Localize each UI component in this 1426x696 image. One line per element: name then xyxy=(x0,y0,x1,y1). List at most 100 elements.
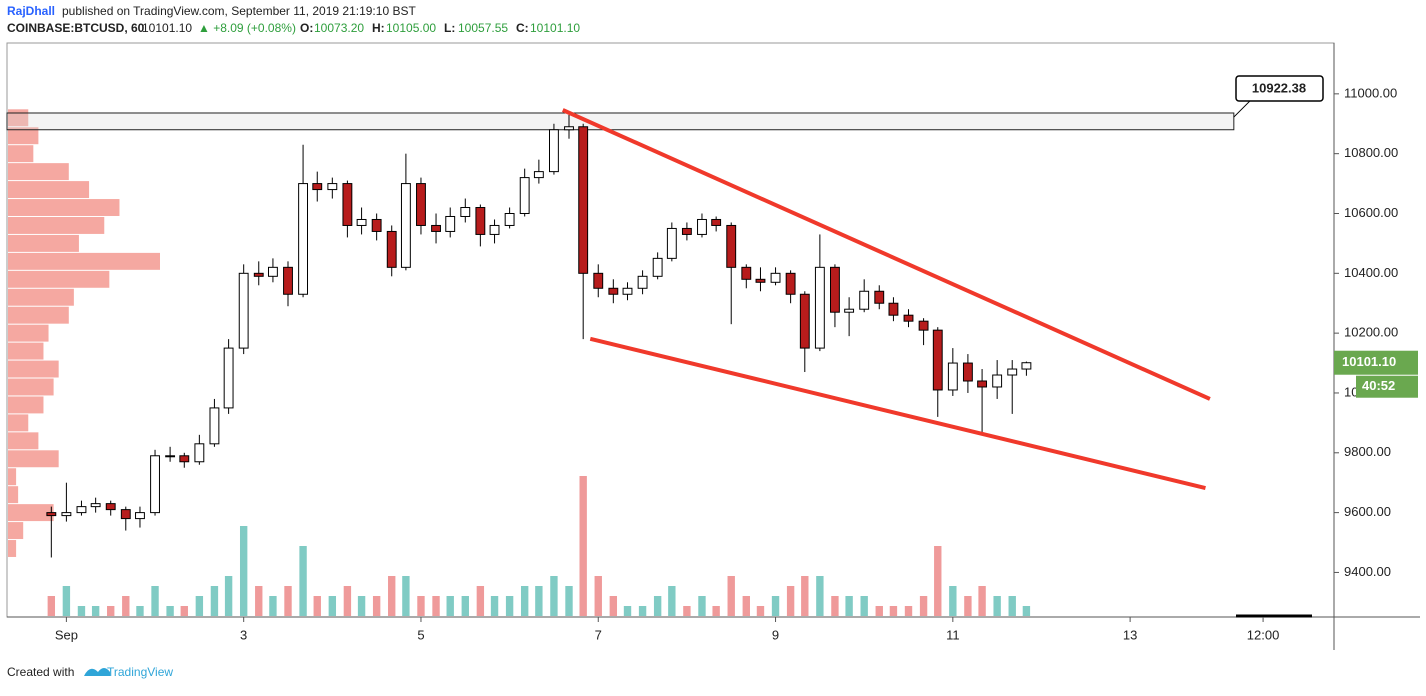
volume-bar xyxy=(372,596,381,616)
candle-body xyxy=(814,266,825,349)
candle-body xyxy=(238,272,249,349)
volume-bar xyxy=(949,586,957,616)
x-tick-label: 3 xyxy=(240,627,247,642)
volume-bar xyxy=(742,596,750,616)
volume-bar xyxy=(210,586,219,616)
candle-body xyxy=(533,171,544,179)
candle-body xyxy=(622,287,633,295)
volume-bar xyxy=(180,606,188,616)
volume-bar xyxy=(136,606,144,616)
volume-bar xyxy=(565,586,573,616)
candle-body xyxy=(726,224,737,268)
candle-body xyxy=(741,266,752,280)
published: published on TradingView.com, September … xyxy=(62,4,416,18)
ohlc-label: L: xyxy=(444,21,455,35)
author: RajDhall xyxy=(7,4,55,18)
volume-bar xyxy=(77,606,86,616)
candle-body xyxy=(209,407,220,445)
volume-bar xyxy=(432,596,440,616)
volume-bar xyxy=(579,476,587,616)
candle-body xyxy=(697,218,707,235)
volume-profile-bar xyxy=(8,450,59,468)
volume-bar xyxy=(683,606,691,616)
volume-profile-bar xyxy=(8,109,29,127)
callout-box xyxy=(1235,75,1324,102)
volume-bar xyxy=(328,596,337,616)
candle-body xyxy=(283,266,293,295)
volume-profile-bar xyxy=(8,396,44,414)
volume-bar xyxy=(520,586,529,616)
candle-body xyxy=(416,183,426,226)
y-tick-label: 10200.00 xyxy=(1344,325,1398,340)
candle-body xyxy=(799,293,810,349)
candle-body xyxy=(992,374,1003,388)
ohlc-label: H: xyxy=(372,21,385,35)
volume-bar xyxy=(47,596,56,616)
y-tick-label: 9400.00 xyxy=(1344,564,1391,579)
candle-body xyxy=(356,218,367,226)
candle-body xyxy=(947,362,958,391)
candle-body xyxy=(135,512,145,520)
candle-body xyxy=(666,227,677,259)
volume-profile-bar xyxy=(8,181,90,199)
ohlc-value: 10057.55 xyxy=(458,21,508,35)
volume-profile-bar xyxy=(8,306,69,324)
volume-profile-bar xyxy=(8,432,39,450)
symbol: COINBASE:BTCUSD, 60 xyxy=(7,21,145,35)
x-tick-label: 11 xyxy=(946,627,960,642)
volume-bar xyxy=(107,606,115,616)
candle-body xyxy=(165,455,176,458)
volume-bar xyxy=(653,596,662,616)
x-tick-label: 7 xyxy=(595,627,602,642)
candle-body xyxy=(46,512,57,517)
volume-bar xyxy=(446,596,454,616)
volume-bar xyxy=(1022,606,1031,616)
volume-profile-bar xyxy=(8,342,44,360)
volume-bar xyxy=(698,596,706,616)
candle-body xyxy=(830,266,840,313)
volume-bar xyxy=(756,606,765,616)
volume-bar xyxy=(816,576,824,616)
candle-body xyxy=(903,314,914,322)
x-tick-label: Sep xyxy=(55,627,78,642)
candle-body xyxy=(755,278,766,283)
volume-profile-bar xyxy=(8,199,120,216)
volume-bar xyxy=(388,576,396,616)
candle-body xyxy=(179,455,190,463)
candle-body xyxy=(223,347,234,409)
candle-body xyxy=(578,126,589,274)
volume-bar xyxy=(919,596,928,616)
volume-bar xyxy=(269,596,277,616)
ohlc-label: O: xyxy=(300,21,313,35)
y-tick-label: 10600.00 xyxy=(1344,205,1398,220)
volume-bar xyxy=(239,526,248,616)
volume-bar xyxy=(122,596,130,616)
candle-body xyxy=(977,380,988,388)
candle-body xyxy=(150,455,160,514)
volume-profile-bar xyxy=(8,378,54,396)
candle-body xyxy=(105,503,116,511)
volume-profile-bar xyxy=(8,468,17,486)
candle-body xyxy=(327,183,338,191)
volume-profile-bar xyxy=(8,163,69,181)
volume-profile-bar xyxy=(8,127,39,145)
candle-body xyxy=(445,215,456,232)
volume-bar xyxy=(91,606,100,616)
volume-bar xyxy=(476,586,485,616)
volume-bar xyxy=(845,596,853,616)
volume-bar xyxy=(623,606,632,616)
volume-bar xyxy=(889,606,898,616)
volume-bar xyxy=(978,586,986,616)
volume-profile-bar xyxy=(8,252,160,270)
candle-body xyxy=(652,257,663,277)
candle-body xyxy=(120,509,131,520)
x-tick-label: 9 xyxy=(772,627,779,642)
candle-body xyxy=(386,230,397,268)
volume-bar xyxy=(535,586,543,616)
candle-body xyxy=(962,362,973,382)
volume-bar xyxy=(712,606,720,616)
y-tick-label: 9600.00 xyxy=(1344,504,1391,519)
price: 10101.10 xyxy=(142,21,192,35)
y-tick-label: 10400.00 xyxy=(1344,265,1398,280)
